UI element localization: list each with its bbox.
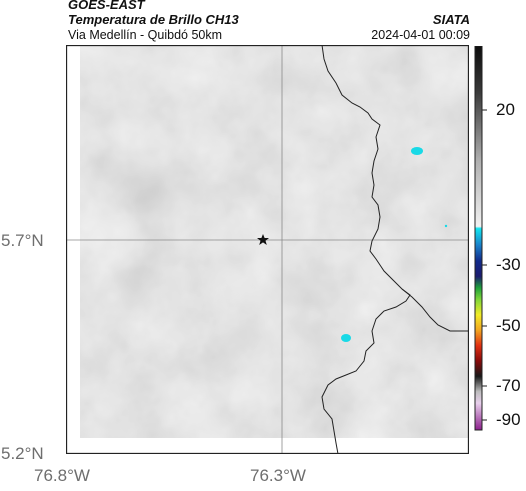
colorbar-ticks bbox=[482, 109, 487, 421]
lon-tick-label: 76.8°W bbox=[34, 466, 90, 485]
lat-tick-label: 5.2°N bbox=[1, 444, 44, 463]
datetime-label: 2024-04-01 00:09 bbox=[371, 28, 470, 42]
lon-tick-label: 76.3°W bbox=[250, 466, 306, 485]
cold-cloud-patch bbox=[444, 224, 448, 228]
department-border bbox=[401, 288, 469, 332]
map-frame bbox=[66, 45, 469, 454]
brightness-temperature-field bbox=[80, 45, 469, 438]
colorbar-label: 20 bbox=[496, 100, 515, 119]
cold-cloud-patch bbox=[411, 147, 423, 155]
location-star-icon bbox=[257, 234, 269, 245]
satellite-title: GOES-EAST bbox=[68, 0, 145, 12]
colorbar-label: -50 bbox=[496, 316, 521, 335]
colorbar-label: -70 bbox=[496, 376, 521, 395]
organization-label: SIATA bbox=[432, 12, 470, 27]
satellite-map bbox=[66, 45, 469, 454]
temperature-colorbar bbox=[474, 46, 487, 431]
colorbar-gradient bbox=[474, 46, 483, 431]
department-border bbox=[321, 45, 411, 454]
lat-tick-label: 5.7°N bbox=[1, 231, 44, 250]
colorbar-label: -90 bbox=[496, 410, 521, 429]
cold-cloud-patch bbox=[341, 334, 351, 342]
colorbar-label: -30 bbox=[496, 255, 521, 274]
region-subtitle: Via Medellín - Quibdó 50km bbox=[68, 28, 223, 42]
product-title: Temperatura de Brillo CH13 bbox=[68, 12, 239, 27]
